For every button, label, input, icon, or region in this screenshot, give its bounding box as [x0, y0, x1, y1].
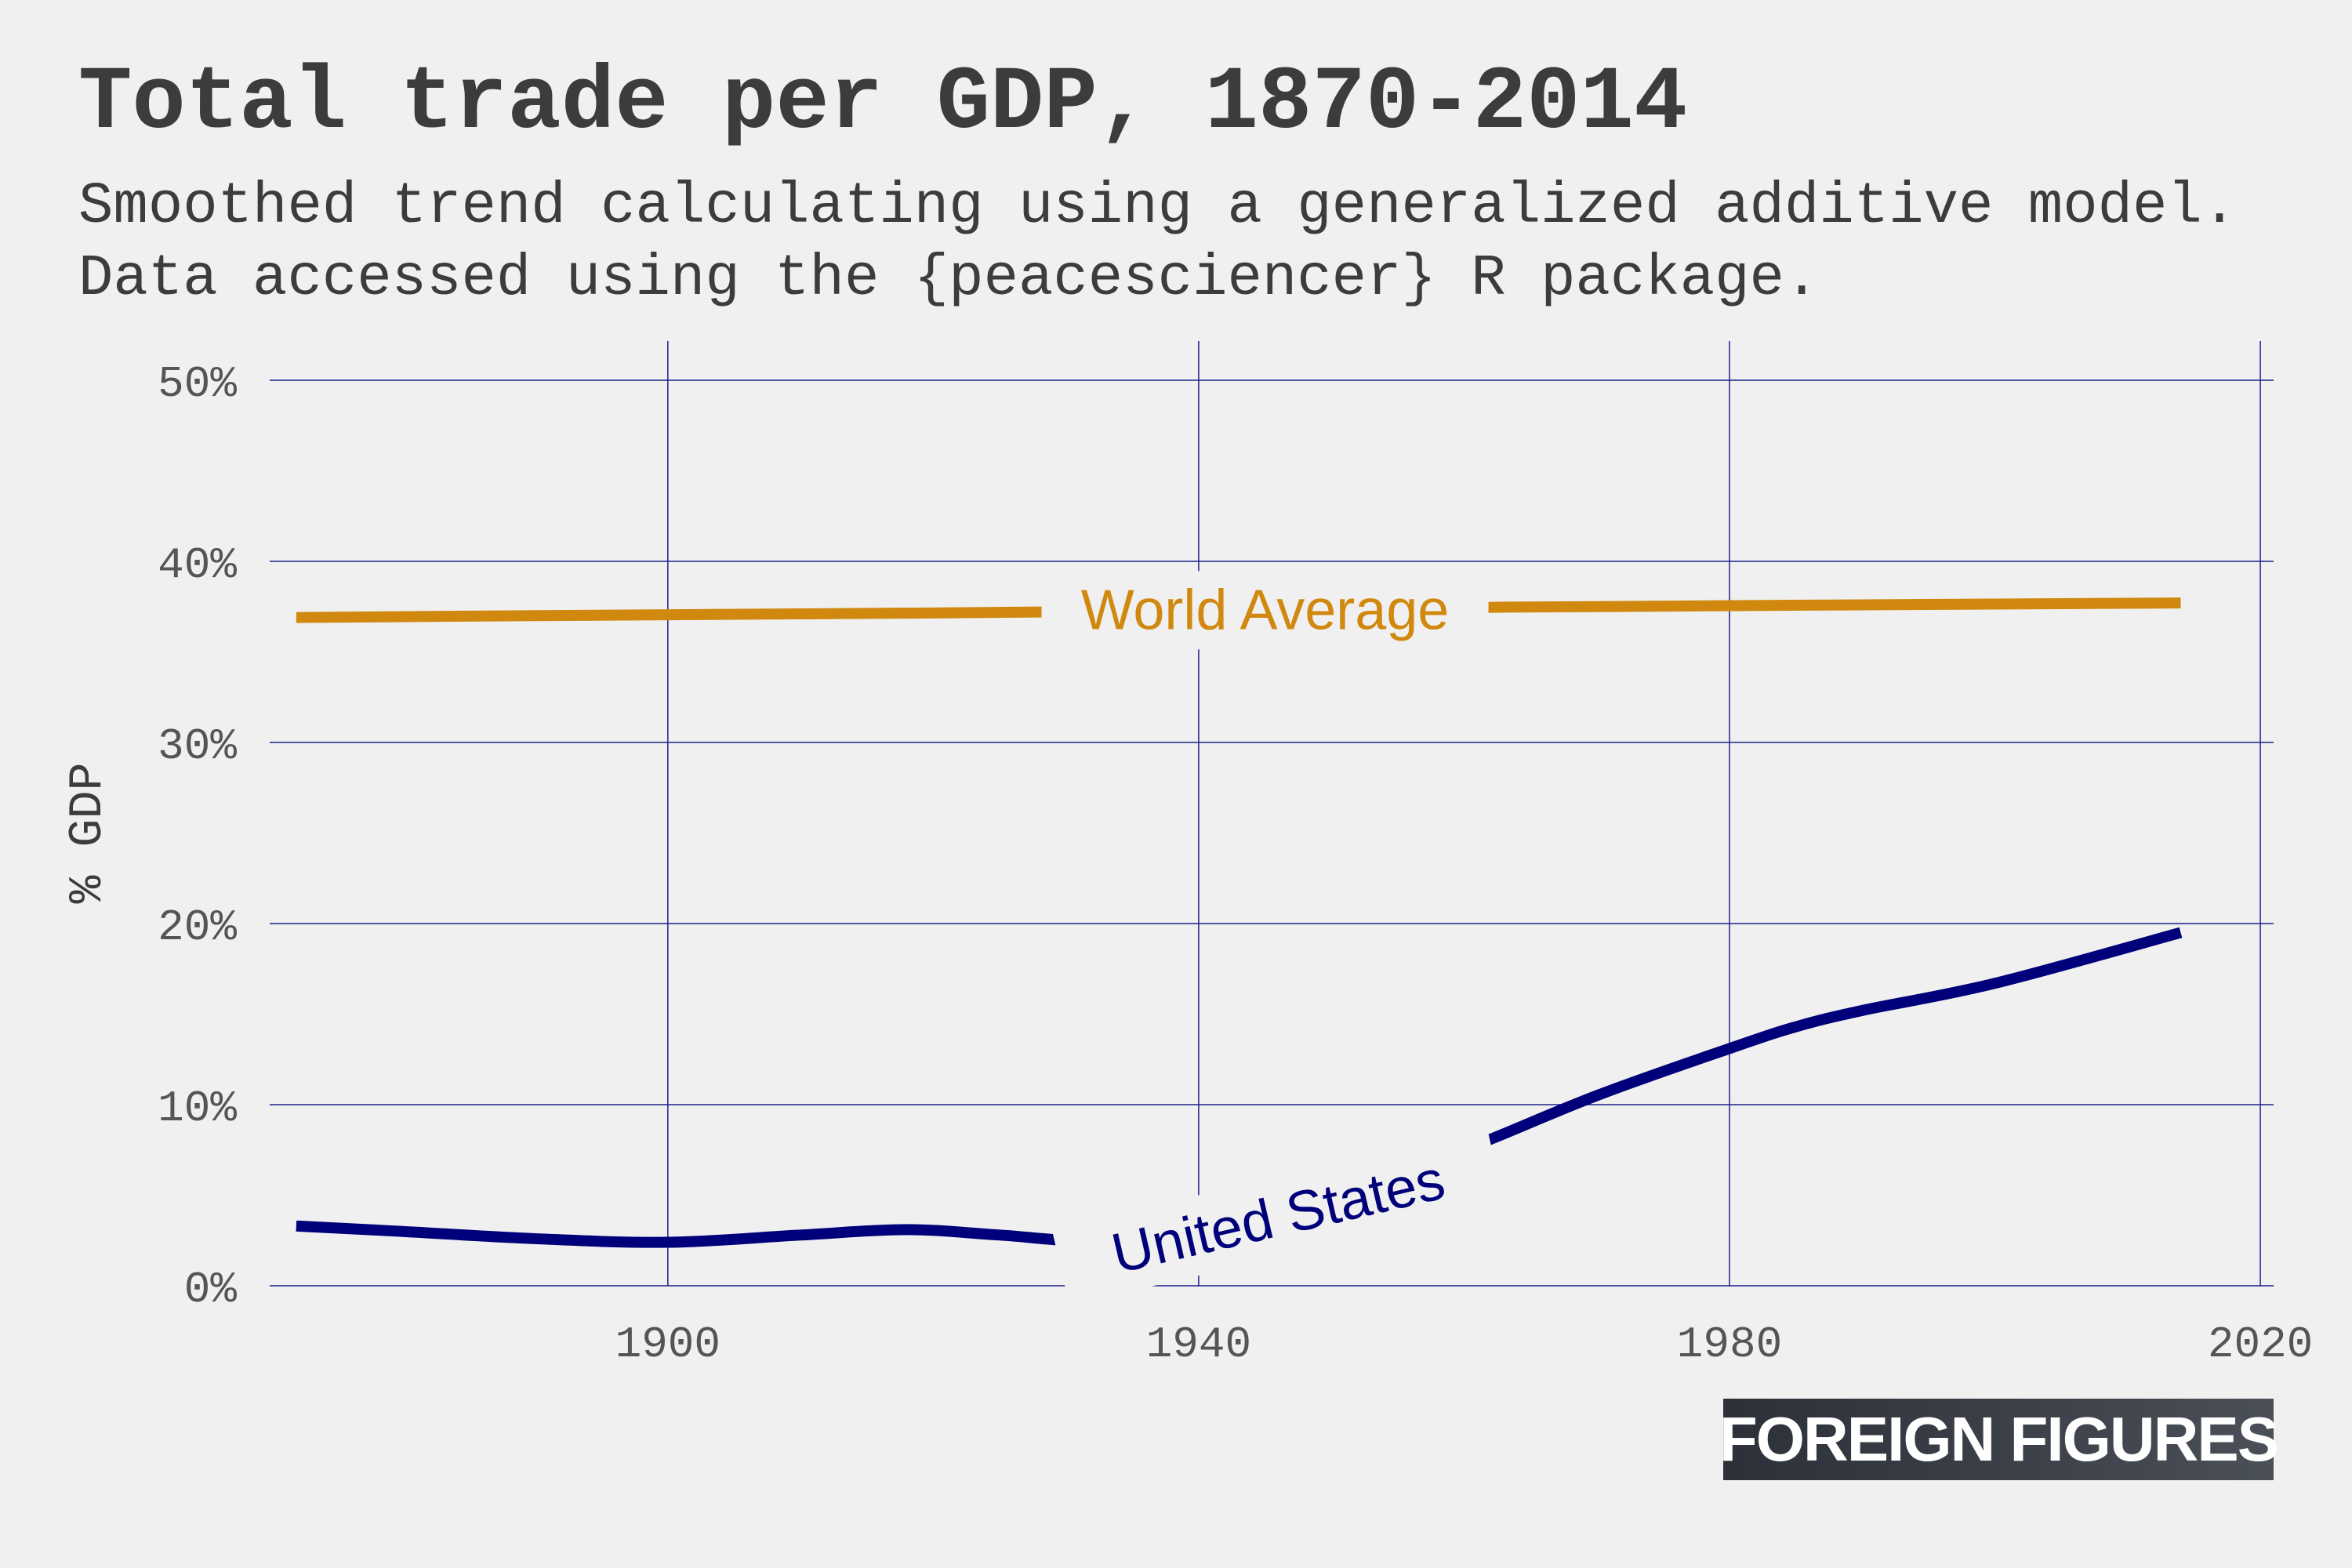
x-tick-label: 2020: [2208, 1319, 2313, 1370]
series-label-world-average: World Average: [1041, 571, 1489, 650]
x-tick-label: 1900: [615, 1319, 720, 1370]
y-tick-label: 40%: [158, 540, 237, 590]
foreign-figures-logo: FOREIGN FIGURES: [1719, 1399, 2279, 1480]
grid-lines: [270, 341, 2274, 1287]
y-tick-label: 10%: [158, 1083, 237, 1134]
series-labels: World Average United States: [1041, 571, 1505, 1306]
x-tick-label: 1980: [1677, 1319, 1782, 1370]
y-axis-ticks: 0% 10% 20% 30% 40% 50%: [158, 359, 237, 1315]
label-background: [1051, 1128, 1505, 1306]
y-tick-label: 50%: [158, 359, 237, 409]
y-tick-label: 0%: [184, 1265, 238, 1315]
label-background: [1041, 571, 1489, 650]
x-axis-ticks: 1900 1940 1980 2020: [615, 1319, 2314, 1370]
y-tick-label: 30%: [158, 721, 237, 771]
chart-title: Total trade per GDP, 1870-2014: [78, 53, 1688, 154]
series-label-text: World Average: [1081, 579, 1450, 641]
series-label-united-states: United States: [1051, 1128, 1505, 1306]
y-axis-label: % GDP: [62, 762, 115, 903]
y-tick-label: 20%: [158, 902, 237, 953]
series-lines: [296, 597, 2183, 1248]
series-label-text: United States: [1106, 1149, 1450, 1286]
chart-subtitle: Smoothed trend calculating using a gener…: [78, 174, 2238, 312]
x-tick-label: 1940: [1146, 1319, 1251, 1370]
